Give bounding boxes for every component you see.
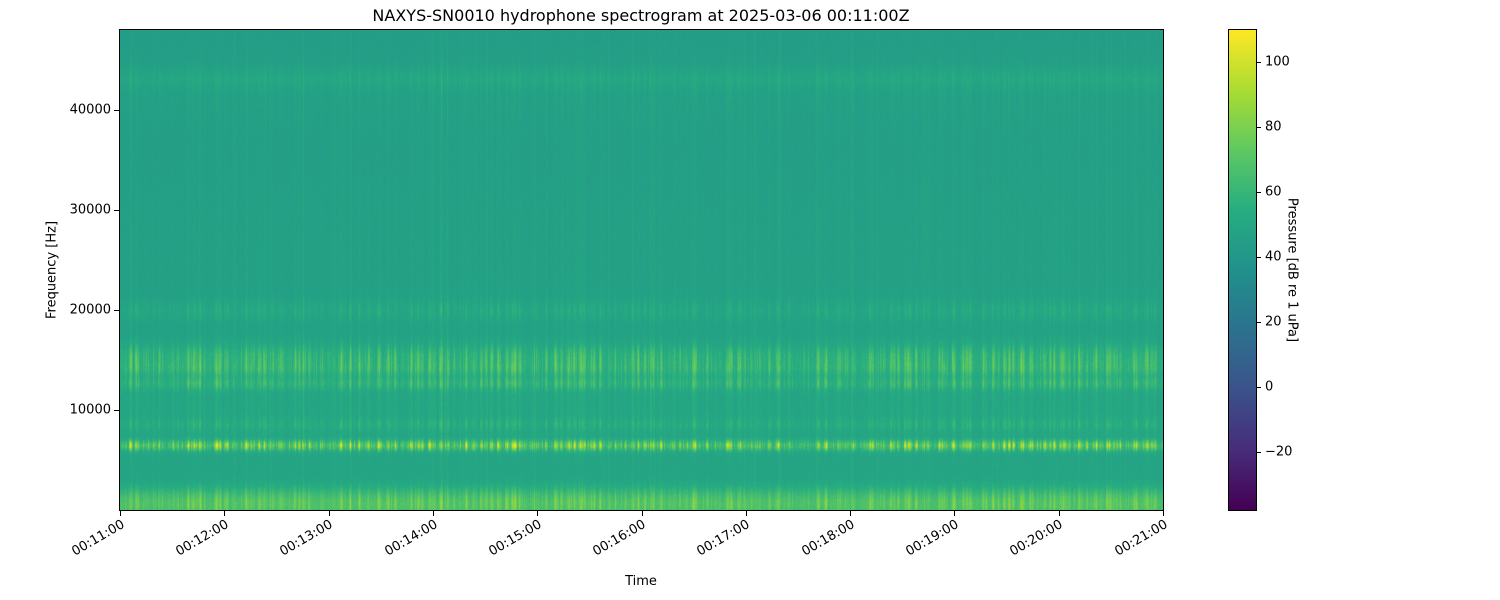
y-tick-mark (114, 310, 119, 311)
colorbar-tick-label: 100 (1265, 54, 1290, 70)
x-tick-mark (328, 511, 330, 516)
colorbar-tick-mark (1257, 386, 1261, 388)
y-tick-label: 30000 (69, 202, 111, 218)
colorbar-tick-mark (1257, 62, 1261, 64)
y-tick-label: 40000 (69, 102, 111, 118)
x-tick-label: 00:17:00 (694, 517, 753, 560)
colorbar-tick-mark (1257, 451, 1261, 453)
x-tick-label: 00:15:00 (486, 517, 545, 560)
x-tick-mark (954, 511, 956, 516)
x-tick-label: 00:12:00 (173, 517, 232, 560)
x-tick-label: 00:11:00 (68, 517, 127, 560)
colorbar-tick-mark (1257, 127, 1261, 129)
colorbar-tick-mark (1257, 192, 1261, 194)
y-tick-label: 20000 (69, 302, 111, 318)
figure-title: NAXYS-SN0010 hydrophone spectrogram at 2… (372, 6, 910, 25)
spectrogram-heatmap-canvas (120, 30, 1163, 510)
colorbar-tick-label: 40 (1265, 249, 1282, 265)
x-tick-label: 00:16:00 (590, 517, 649, 560)
colorbar-label: Pressure [dB re 1 uPa] (1284, 197, 1300, 343)
y-tick-label: 10000 (69, 402, 111, 418)
x-tick-label: 00:19:00 (903, 517, 962, 560)
colorbar-tick-label: 60 (1265, 184, 1282, 200)
x-axis-label: Time (625, 574, 657, 589)
x-tick-mark (850, 511, 852, 516)
y-tick-mark (114, 110, 119, 111)
y-tick-mark (114, 410, 119, 411)
x-tick-label: 00:20:00 (1007, 517, 1066, 560)
plot-area (119, 29, 1164, 511)
y-tick-mark (114, 210, 119, 211)
colorbar-tick-label: 20 (1265, 314, 1282, 330)
x-tick-mark (432, 511, 434, 516)
colorbar-tick-label: 0 (1265, 379, 1274, 395)
x-tick-mark (745, 511, 747, 516)
x-tick-mark (224, 511, 226, 516)
x-tick-label: 00:21:00 (1111, 517, 1170, 560)
colorbar-tick-label: −20 (1265, 444, 1293, 460)
colorbar (1228, 29, 1257, 511)
x-tick-mark (120, 511, 121, 516)
colorbar-gradient-canvas (1229, 30, 1256, 510)
x-tick-mark (1163, 511, 1164, 516)
x-tick-mark (641, 511, 643, 516)
colorbar-tick-label: 80 (1265, 119, 1282, 135)
x-tick-label: 00:13:00 (277, 517, 336, 560)
colorbar-tick-mark (1257, 321, 1261, 323)
x-tick-label: 00:18:00 (799, 517, 858, 560)
x-tick-mark (537, 511, 539, 516)
colorbar-tick-mark (1257, 257, 1261, 258)
x-tick-mark (1058, 511, 1060, 516)
x-tick-label: 00:14:00 (381, 517, 440, 560)
